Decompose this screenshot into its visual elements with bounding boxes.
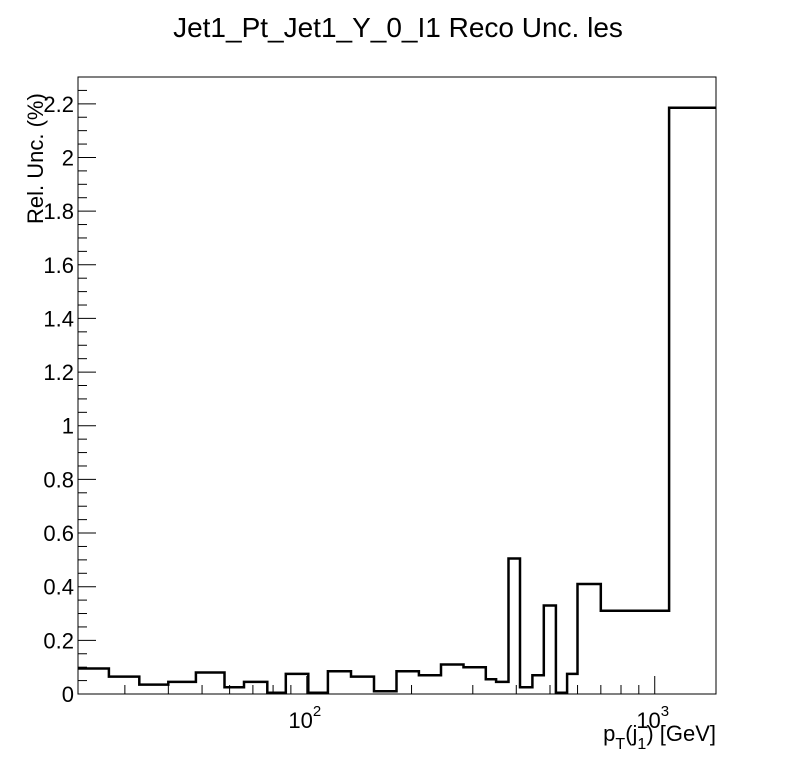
y-tick-label: 0.4: [43, 575, 74, 600]
x-tick-label-base: 10: [636, 708, 660, 733]
x-axis-label-sub2: 1: [637, 736, 646, 753]
x-axis-label-open: (j: [625, 721, 637, 746]
histogram-line: [78, 106, 716, 694]
x-axis-label: pT(j1) [GeV]: [603, 721, 716, 753]
x-axis-label-base: p: [603, 721, 615, 746]
x-tick-label: 103: [636, 703, 669, 733]
chart-title: Jet1_Pt_Jet1_Y_0_I1 Reco Unc. les: [173, 12, 623, 43]
y-tick-label: 2: [62, 145, 74, 170]
x-axis-label-sub1: T: [615, 736, 625, 753]
y-tick-label: 2.2: [43, 92, 74, 117]
y-tick-label: 1.6: [43, 253, 74, 278]
x-axis-label-close: ) [GeV]: [646, 721, 716, 746]
y-axis: 0 0.2 0.4 0.6 0.8 1 1.2 1.4 1.6 1.8 2 2.2: [43, 76, 96, 707]
x-tick-label-exponent: 2: [313, 703, 321, 720]
y-tick-label: 0.6: [43, 521, 74, 546]
y-tick-label: 1.8: [43, 199, 74, 224]
y-tick-label: 0.2: [43, 628, 74, 653]
x-axis: 102 103: [124, 676, 669, 733]
x-tick-label-exponent: 3: [661, 703, 669, 720]
x-tick-label: 102: [288, 703, 321, 733]
y-axis-label: Rel. Unc. (%): [23, 93, 48, 224]
y-tick-label: 1.2: [43, 360, 74, 385]
y-tick-label: 0: [62, 682, 74, 707]
x-tick-label-base: 10: [288, 708, 312, 733]
y-tick-label: 1: [62, 414, 74, 439]
y-tick-label: 0.8: [43, 467, 74, 492]
y-tick-label: 1.4: [43, 306, 74, 331]
